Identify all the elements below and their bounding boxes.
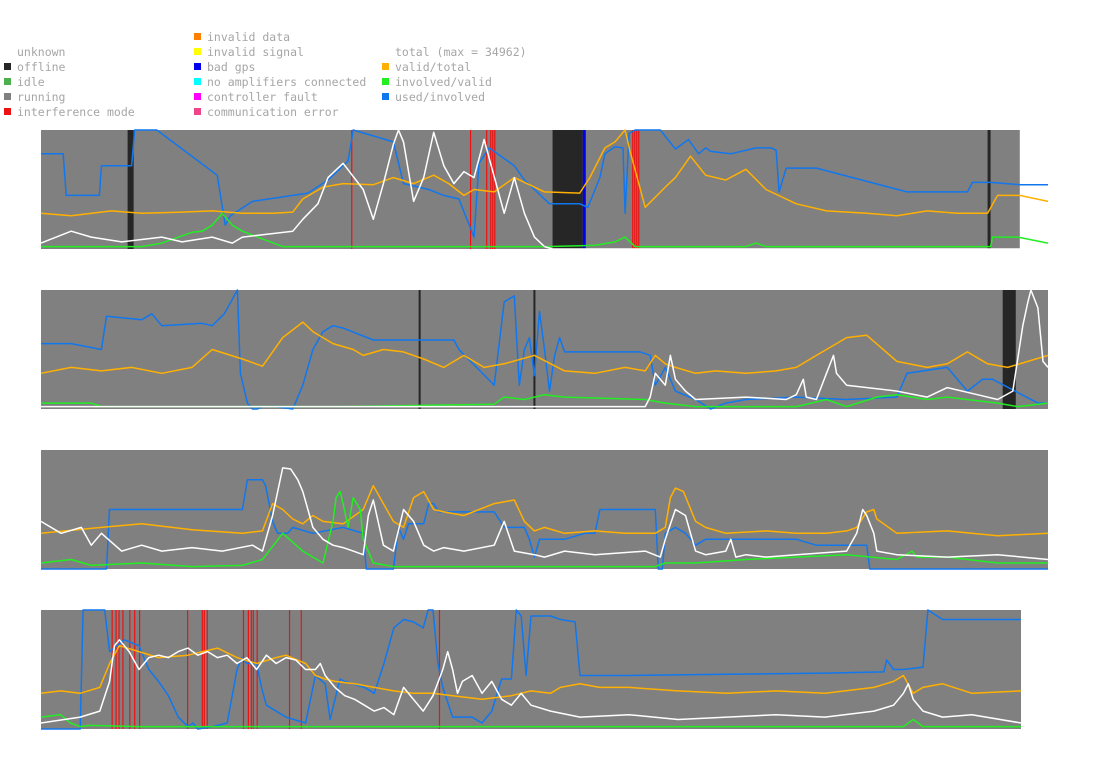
legend-item-invalid-data: invalid data	[194, 29, 290, 44]
legend-label: invalid data	[207, 29, 291, 44]
interference-mark	[351, 130, 353, 249]
legend-item-used-involved: used/involved	[382, 89, 485, 104]
legend-item-running: running	[4, 89, 65, 104]
legend-item-no-amplifiers-connected: no amplifiers connected	[194, 74, 366, 89]
legend-swatch	[4, 48, 11, 55]
legend-swatch	[4, 63, 11, 70]
legend-swatch	[382, 48, 389, 55]
series-line-total	[40, 467, 1049, 561]
series-line-valid-total	[40, 129, 1049, 217]
interference-mark	[247, 610, 249, 729]
state-span-offline	[1002, 290, 1016, 409]
legend-label: interference mode	[17, 104, 135, 119]
interference-mark	[206, 610, 208, 729]
series-line-valid-total	[40, 644, 1022, 701]
legend-swatch	[194, 93, 201, 100]
legend-label: no amplifiers connected	[207, 74, 367, 89]
interference-mark	[250, 610, 252, 729]
interference-mark	[492, 130, 494, 249]
series-line-total	[40, 639, 1022, 724]
legend-label: involved/valid	[395, 74, 492, 89]
legend-label: offline	[17, 59, 66, 74]
series-line-valid-total	[40, 321, 1049, 375]
legend-item-idle: idle	[4, 74, 45, 89]
panel-background	[41, 130, 1048, 249]
interference-mark	[252, 610, 254, 729]
interference-mark	[486, 130, 488, 249]
interference-mark	[111, 610, 113, 729]
series-line-used-involved	[41, 479, 1048, 570]
legend-item-invalid-signal: invalid signal	[194, 44, 304, 59]
legend-label: bad gps	[207, 59, 256, 74]
interference-mark	[201, 610, 203, 729]
chart-panel-1	[40, 129, 1049, 250]
legend-item-communication-error: communication error	[194, 104, 339, 119]
series-line-involved-valid	[40, 713, 1021, 728]
legend-swatch	[382, 63, 389, 70]
interference-mark	[288, 610, 291, 729]
state-span-offline	[127, 130, 134, 249]
legend-item-bad-gps: bad gps	[194, 59, 255, 74]
legend-swatch	[4, 108, 11, 115]
legend-item-involved-valid: involved/valid	[382, 74, 492, 89]
legend-label: running	[17, 89, 66, 104]
state-span-unknown	[1019, 130, 1048, 249]
legend-label: communication error	[207, 104, 339, 119]
state-span-bad-gps	[582, 130, 586, 249]
interference-mark	[638, 130, 640, 249]
interference-mark	[118, 610, 120, 729]
legend-swatch	[194, 63, 201, 70]
interference-mark	[300, 610, 302, 729]
chart-panel-2	[40, 289, 1049, 410]
legend-swatch	[194, 48, 201, 55]
legend-swatch	[382, 93, 389, 100]
interference-mark	[122, 610, 124, 729]
interference-mark	[469, 130, 472, 249]
state-span-offline	[987, 130, 991, 249]
legend-label: used/involved	[395, 89, 486, 104]
chart-panel-3	[40, 450, 1049, 570]
series-line-valid-total	[40, 484, 1049, 537]
legend-label: invalid signal	[207, 44, 304, 59]
series-line-total	[40, 129, 1048, 250]
state-span-offline	[552, 130, 583, 249]
legend-item-interference-mode: interference mode	[4, 104, 135, 119]
legend-swatch	[194, 78, 201, 85]
interference-mark	[134, 610, 136, 729]
legend-swatch	[4, 78, 11, 85]
series-line-total	[41, 289, 1049, 408]
legend-swatch	[382, 78, 389, 85]
interference-mark	[632, 130, 634, 249]
legend-label: unknown	[17, 44, 66, 59]
legend-item-valid-total: valid/total	[382, 59, 471, 74]
series-line-involved-valid	[41, 212, 1049, 248]
legend-item-total-max-34962: total (max = 34962)	[382, 44, 527, 59]
legend-swatch	[194, 108, 201, 115]
legend-label: valid/total	[395, 59, 472, 74]
legend: unknown offline idle running interference mo…	[0, 0, 1095, 125]
interference-mark	[115, 610, 117, 729]
legend-label: controller fault	[207, 89, 318, 104]
series-line-involved-valid	[40, 490, 1048, 568]
legend-item-offline: offline	[4, 59, 65, 74]
series-line-used-involved	[41, 129, 1048, 238]
interference-mark	[129, 610, 131, 729]
chart-panel-4	[40, 609, 1022, 730]
interference-mark	[242, 610, 245, 729]
legend-swatch	[4, 93, 11, 100]
interference-mark	[634, 130, 636, 249]
interference-mark	[494, 130, 496, 249]
interference-mark	[203, 610, 205, 729]
state-span-offline	[533, 290, 536, 409]
legend-swatch	[194, 33, 201, 40]
legend-item-unknown: unknown	[4, 44, 65, 59]
legend-label: total (max = 34962)	[395, 44, 527, 59]
state-span-offline	[418, 290, 421, 409]
interference-mark	[636, 130, 638, 249]
legend-label: idle	[17, 74, 45, 89]
legend-item-controller-fault: controller fault	[194, 89, 318, 104]
interference-mark	[187, 610, 189, 729]
interference-mark	[490, 130, 492, 249]
